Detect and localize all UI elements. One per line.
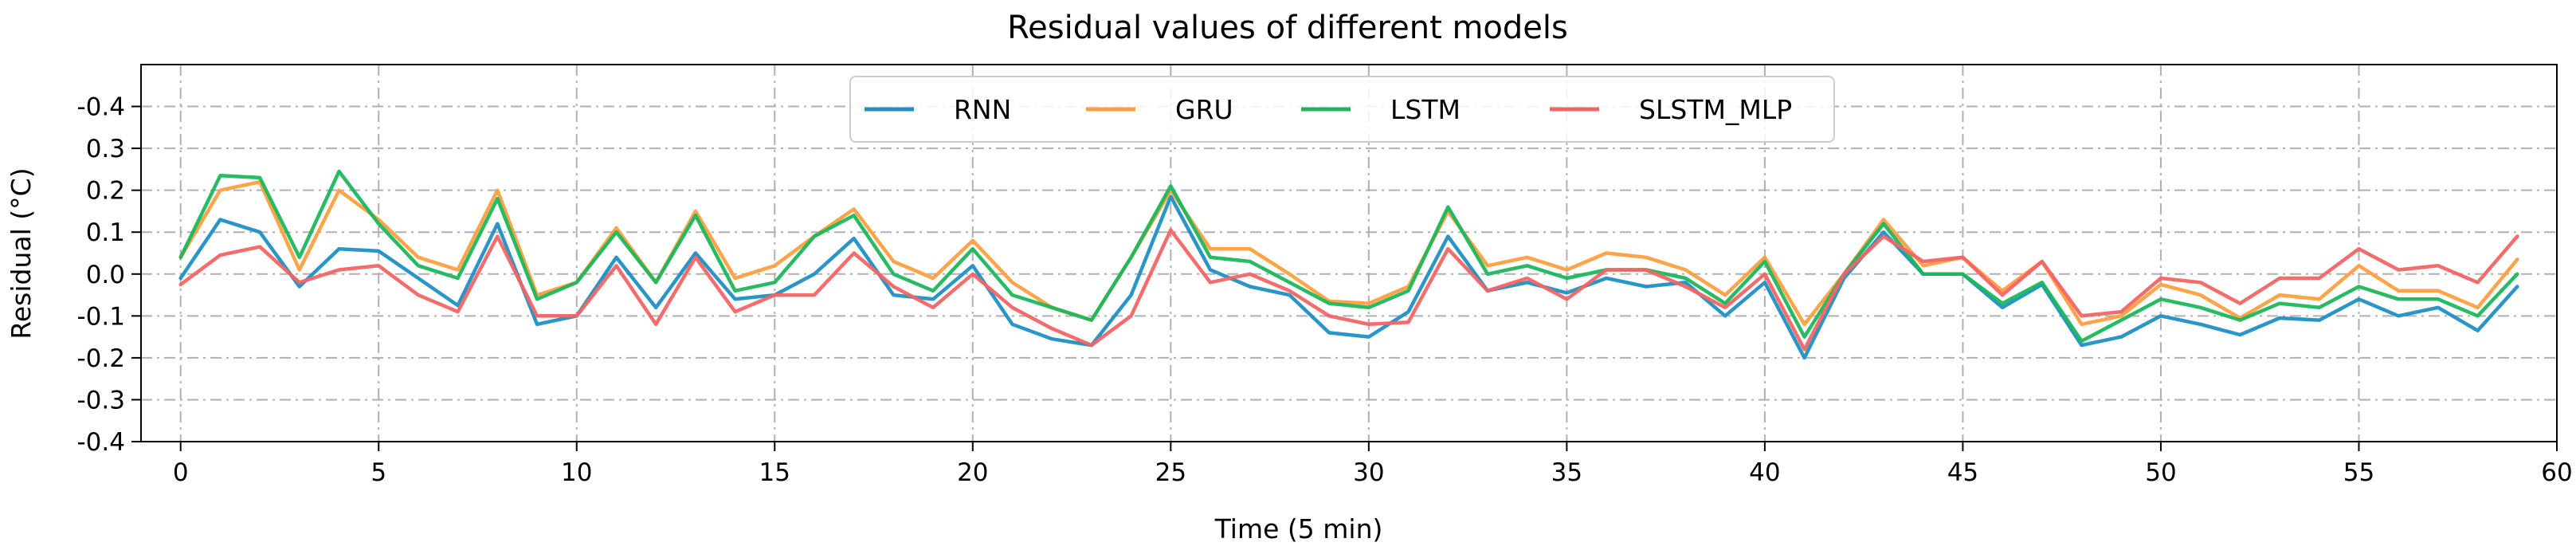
legend-label-gru: GRU: [1175, 94, 1233, 125]
legend: RNN GRU LSTM SLSTM_MLP: [849, 76, 1835, 143]
x-tick-label: 30: [1353, 458, 1384, 487]
y-tick-label: -0.3: [77, 386, 126, 415]
x-tick-label: 25: [1155, 458, 1186, 487]
series-line-slstm-mlp: [178, 228, 2519, 352]
y-axis-title: Residual (°C): [6, 167, 37, 339]
y-tick-label: 0.1: [86, 218, 125, 247]
x-tick-label: 20: [957, 458, 988, 487]
series-lines: [178, 169, 2519, 360]
x-tick-label: 15: [759, 458, 790, 487]
y-tick-label: -0.2: [77, 344, 126, 373]
y-tick-label: 0.2: [86, 177, 125, 206]
x-tick-label: 10: [561, 458, 592, 487]
x-tick-label: 0: [173, 458, 189, 487]
x-tick-label: 60: [2541, 458, 2572, 487]
series-line-lstm: [178, 169, 2519, 344]
y-tick-label: 0.3: [86, 135, 125, 163]
axis-ticks: 0 5 10 15 20 25 30 35 40 45 50 55 60 -0.4 0.3 0.2 0.1 0.0…: [77, 93, 2573, 487]
chart-title: Residual values of different models: [1007, 10, 1568, 46]
x-tick-label: 55: [2343, 458, 2374, 487]
x-tick-label: 5: [371, 458, 386, 487]
y-tick-label: -0.4: [77, 428, 126, 457]
x-tick-label: 50: [2145, 458, 2176, 487]
x-tick-label: 40: [1749, 458, 1780, 487]
legend-label-rnn: RNN: [954, 94, 1011, 125]
x-axis-title: Time (5 min): [1214, 513, 1383, 544]
legend-label-slstm-mlp: SLSTM_MLP: [1639, 94, 1792, 125]
x-tick-label: 35: [1551, 458, 1582, 487]
plot-area-frame: [140, 64, 2558, 442]
legend-label-lstm: LSTM: [1390, 94, 1461, 125]
y-tick-label: -0.1: [77, 302, 126, 331]
y-tick-label: -0.4: [77, 93, 126, 122]
x-tick-label: 45: [1947, 458, 1978, 487]
y-tick-label: 0.0: [86, 261, 125, 289]
